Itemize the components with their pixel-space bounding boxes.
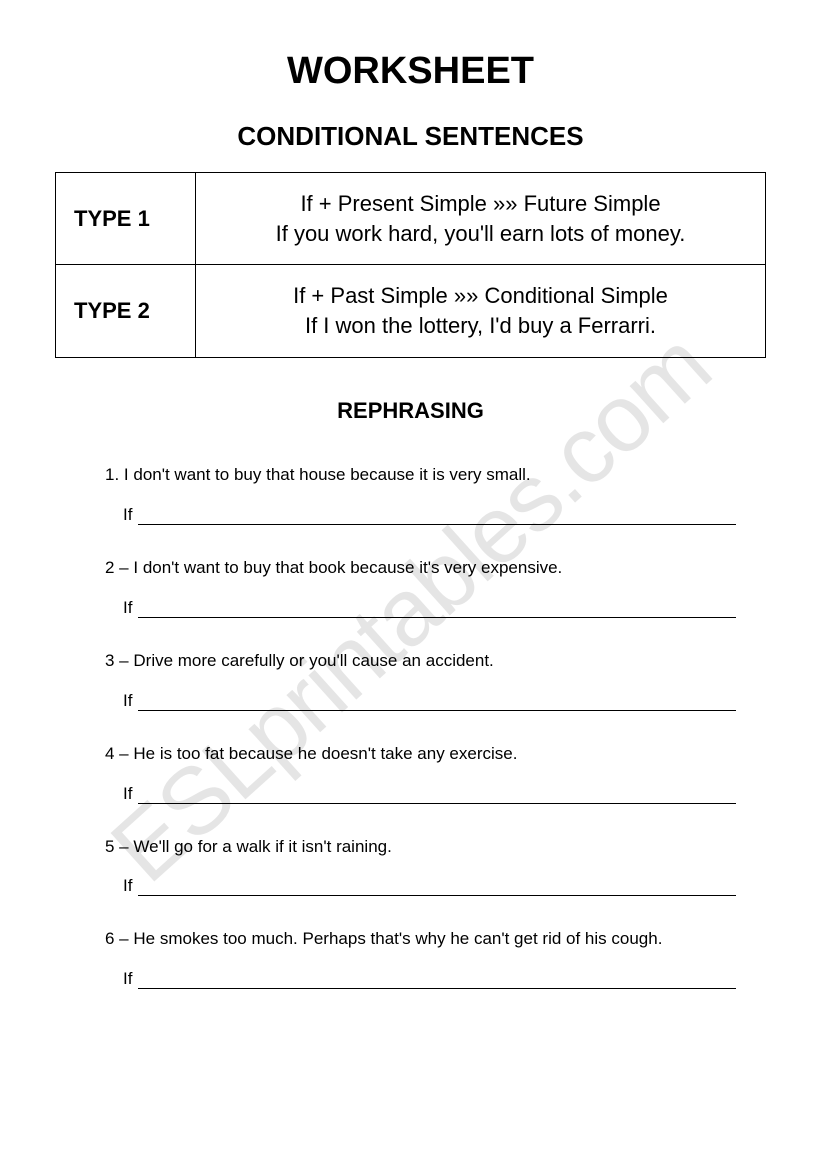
answer-line: If [105,691,736,711]
answer-prefix: If [123,784,132,804]
type-label: TYPE 1 [56,173,196,265]
type-label: TYPE 2 [56,265,196,357]
exercise-item: 3 – Drive more carefully or you'll cause… [105,650,736,711]
page-title: WORKSHEET [55,50,766,93]
table-row: TYPE 2 If + Past Simple »» Conditional S… [56,265,766,357]
exercise-item: 5 – We'll go for a walk if it isn't rain… [105,836,736,897]
blank-line[interactable] [138,602,736,618]
conditional-types-table: TYPE 1 If + Present Simple »» Future Sim… [55,172,766,358]
blank-line[interactable] [138,880,736,896]
exercises-list: 1. I don't want to buy that house becaus… [55,464,766,990]
type-rule: If + Present Simple »» Future Simple [300,191,660,216]
exercise-prompt: 3 – Drive more carefully or you'll cause… [105,650,736,673]
exercise-prompt: 4 – He is too fat because he doesn't tak… [105,743,736,766]
exercise-text: I don't want to buy that book because it… [133,558,562,577]
answer-prefix: If [123,876,132,896]
exercise-number: 3 – [105,651,129,670]
blank-line[interactable] [138,695,736,711]
blank-line[interactable] [138,788,736,804]
answer-line: If [105,876,736,896]
type-rule: If + Past Simple »» Conditional Simple [293,283,668,308]
answer-line: If [105,784,736,804]
type-example: If you work hard, you'll earn lots of mo… [276,221,686,246]
exercise-item: 4 – He is too fat because he doesn't tak… [105,743,736,804]
answer-prefix: If [123,691,132,711]
type-example: If I won the lottery, I'd buy a Ferrarri… [305,313,656,338]
exercise-item: 1. I don't want to buy that house becaus… [105,464,736,525]
answer-prefix: If [123,505,132,525]
answer-prefix: If [123,969,132,989]
type-description: If + Present Simple »» Future Simple If … [196,173,766,265]
exercise-text: We'll go for a walk if it isn't raining. [133,837,391,856]
table-row: TYPE 1 If + Present Simple »» Future Sim… [56,173,766,265]
exercise-number: 2 – [105,558,129,577]
exercise-number: 4 – [105,744,129,763]
answer-line: If [105,598,736,618]
exercise-text: He smokes too much. Perhaps that's why h… [133,929,662,948]
exercise-prompt: 6 – He smokes too much. Perhaps that's w… [105,928,736,951]
exercise-text: Drive more carefully or you'll cause an … [133,651,493,670]
blank-line[interactable] [138,973,736,989]
exercise-number: 6 – [105,929,129,948]
section-heading: REPHRASING [55,398,766,424]
answer-line: If [105,505,736,525]
answer-prefix: If [123,598,132,618]
page-subtitle: CONDITIONAL SENTENCES [55,121,766,152]
blank-line[interactable] [138,509,736,525]
exercise-prompt: 2 – I don't want to buy that book becaus… [105,557,736,580]
exercise-prompt: 1. I don't want to buy that house becaus… [105,464,736,487]
exercise-number: 1. [105,465,119,484]
exercise-item: 2 – I don't want to buy that book becaus… [105,557,736,618]
exercise-item: 6 – He smokes too much. Perhaps that's w… [105,928,736,989]
exercise-prompt: 5 – We'll go for a walk if it isn't rain… [105,836,736,859]
exercise-text: He is too fat because he doesn't take an… [133,744,517,763]
type-description: If + Past Simple »» Conditional Simple I… [196,265,766,357]
answer-line: If [105,969,736,989]
exercise-text: I don't want to buy that house because i… [124,465,531,484]
exercise-number: 5 – [105,837,129,856]
